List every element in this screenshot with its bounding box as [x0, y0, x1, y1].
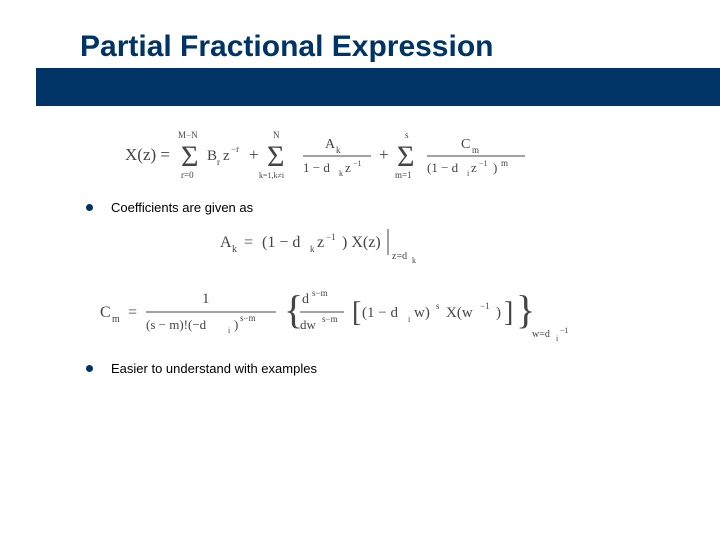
svg-text:z: z [223, 148, 230, 164]
svg-text:+: + [379, 145, 389, 164]
svg-text:): ) [496, 305, 501, 321]
svg-text:r: r [217, 157, 220, 167]
svg-text:−1: −1 [480, 301, 490, 311]
svg-text:[: [ [352, 297, 361, 328]
bullet-icon [86, 204, 93, 211]
svg-text:i: i [408, 315, 411, 324]
svg-text:+: + [249, 145, 259, 164]
svg-text:k: k [339, 169, 343, 178]
svg-text:r=0: r=0 [181, 170, 194, 180]
svg-text:−1: −1 [353, 159, 362, 168]
svg-text:C: C [461, 137, 470, 152]
svg-text:(s − m)!(−d: (s − m)!(−d [146, 317, 207, 332]
svg-text:−1: −1 [326, 232, 336, 242]
title-underline-bar [36, 68, 720, 106]
svg-text:): ) [234, 317, 238, 332]
svg-text:s: s [436, 301, 440, 311]
svg-text:A: A [325, 137, 336, 152]
svg-text:s−m: s−m [240, 313, 256, 323]
bullet-icon [86, 365, 93, 372]
svg-text:i: i [467, 169, 470, 178]
svg-text:1: 1 [202, 291, 210, 307]
svg-text:(1 − d: (1 − d [427, 160, 459, 175]
svg-text:z: z [317, 234, 324, 251]
svg-text:Σ: Σ [181, 140, 198, 173]
bullet-item-2: Easier to understand with examples [86, 361, 660, 376]
svg-text:z: z [345, 160, 351, 175]
svg-text:(1 − d: (1 − d [262, 234, 300, 251]
svg-text:w=d: w=d [532, 329, 550, 340]
svg-text:i: i [556, 334, 559, 343]
equation-1: X(z) = Σ M−N r=0 B r z −r + Σ N k=1,k≠i … [60, 126, 660, 182]
svg-text:−1: −1 [560, 326, 569, 335]
svg-text:m: m [472, 145, 479, 155]
svg-text:−1: −1 [479, 159, 488, 168]
svg-text:N: N [273, 130, 280, 140]
svg-text:s: s [405, 130, 409, 140]
svg-text:(1 − d: (1 − d [362, 305, 398, 321]
svg-text:k: k [336, 145, 341, 155]
svg-text:=: = [244, 234, 253, 251]
svg-text:m=1: m=1 [395, 170, 412, 180]
svg-text:k: k [412, 256, 416, 263]
svg-text:C: C [100, 304, 111, 321]
svg-text:}: } [516, 287, 535, 332]
svg-text:): ) [493, 160, 497, 175]
svg-text:k: k [310, 244, 315, 254]
svg-text:s−m: s−m [322, 314, 338, 324]
svg-text:X(z) =: X(z) = [125, 145, 170, 164]
svg-text:k: k [232, 244, 237, 255]
svg-text:w): w) [414, 305, 430, 321]
svg-text:1 − d: 1 − d [303, 160, 330, 175]
svg-text:m: m [112, 314, 120, 325]
slide-title: Partial Fractional Expression [0, 30, 720, 64]
svg-text:i: i [228, 326, 231, 335]
svg-text:−r: −r [231, 144, 239, 154]
svg-text:d: d [302, 292, 309, 307]
svg-text:X(w: X(w [446, 305, 473, 321]
equation-2: A k = (1 − d k z −1 ) X(z) z=d k [60, 223, 660, 263]
svg-text:dw: dw [300, 317, 317, 332]
slide-container: Partial Fractional Expression X(z) = Σ M… [0, 0, 720, 540]
bullet-item-1: Coefficients are given as [86, 200, 660, 215]
svg-text:s−m: s−m [312, 288, 328, 298]
svg-text:Σ: Σ [267, 140, 284, 173]
equation-3: C m = 1 (s − m)!(−d i ) s−m { d s−m dw s… [60, 281, 660, 343]
svg-text:M−N: M−N [178, 130, 198, 140]
svg-text:z: z [471, 160, 477, 175]
svg-text:Σ: Σ [397, 140, 414, 173]
svg-text:A: A [220, 234, 232, 251]
bullet-text: Easier to understand with examples [111, 361, 317, 376]
svg-text:z=d: z=d [392, 251, 407, 262]
svg-text:]: ] [504, 297, 513, 328]
svg-text:m: m [501, 158, 508, 168]
svg-text:B: B [207, 148, 217, 164]
bullet-text: Coefficients are given as [111, 200, 253, 215]
svg-text:) X(z): ) X(z) [342, 234, 381, 251]
slide-content: X(z) = Σ M−N r=0 B r z −r + Σ N k=1,k≠i … [0, 106, 720, 376]
svg-text:=: = [128, 304, 137, 321]
svg-text:k=1,k≠i: k=1,k≠i [259, 171, 285, 180]
